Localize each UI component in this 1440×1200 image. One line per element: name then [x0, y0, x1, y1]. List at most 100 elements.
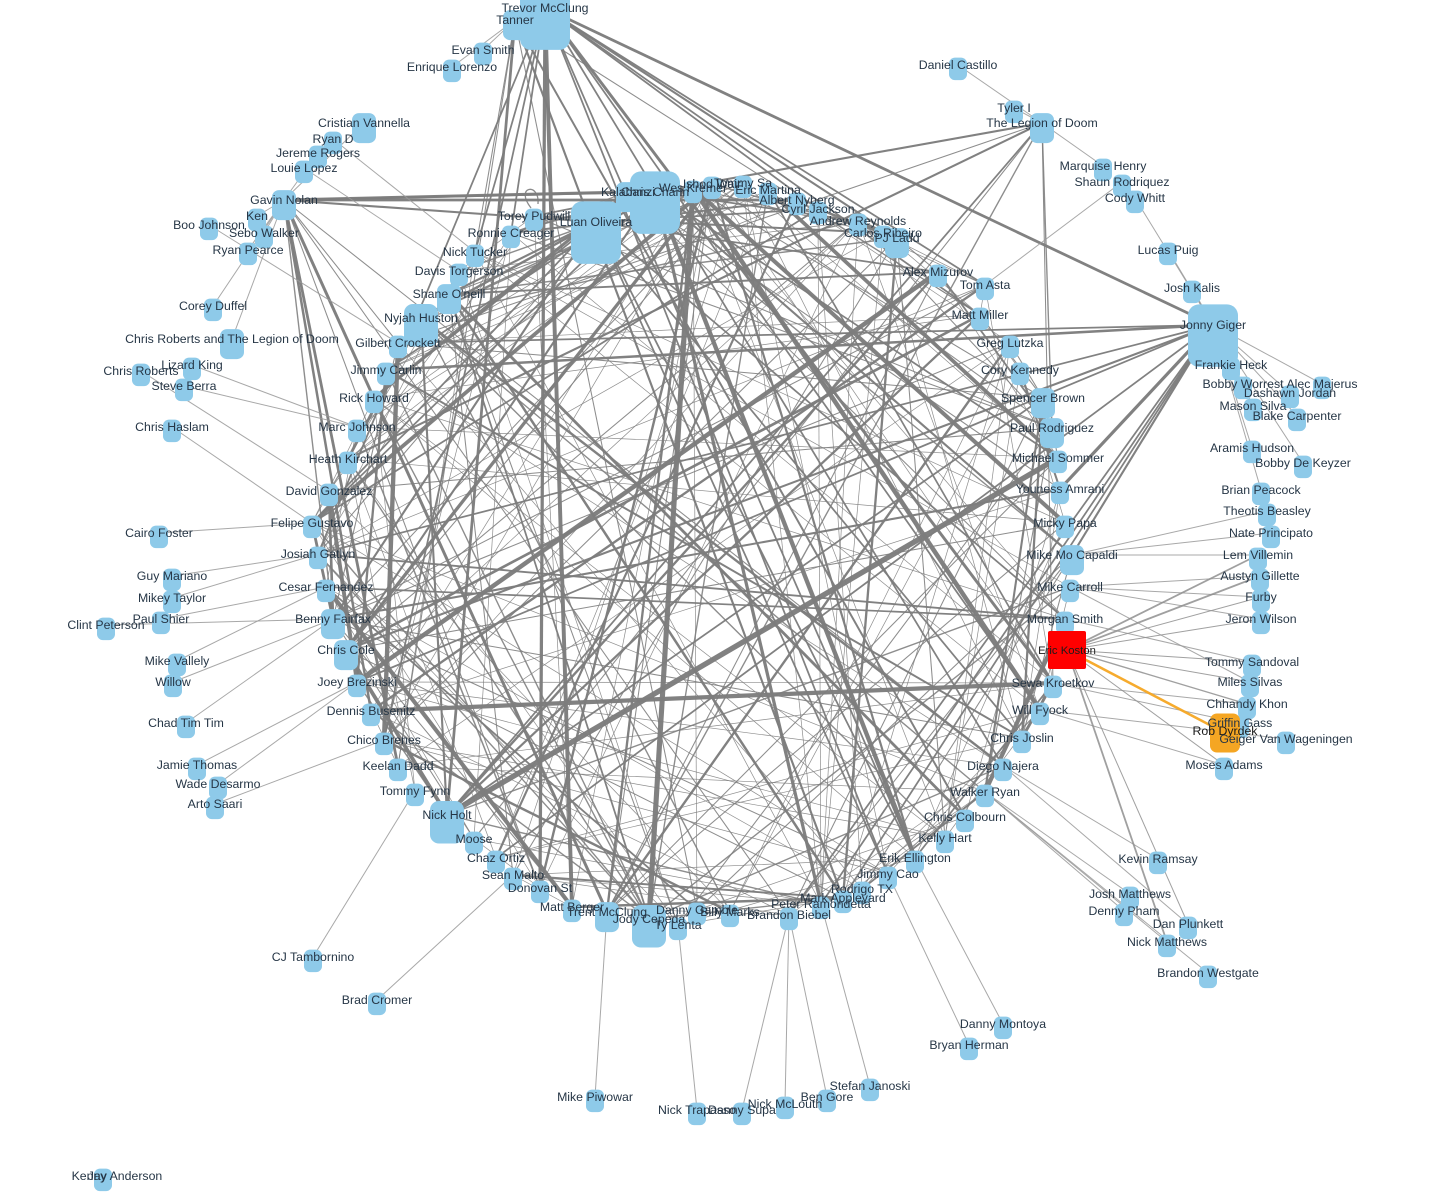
svg-text:Chaz Ortiz: Chaz Ortiz	[467, 851, 525, 865]
svg-text:Blake Carpenter: Blake Carpenter	[1253, 409, 1342, 423]
svg-text:Luan Oliveira: Luan Oliveira	[560, 215, 633, 229]
svg-text:Nick Tucker: Nick Tucker	[443, 245, 507, 259]
svg-text:Jeron Wilson: Jeron Wilson	[1225, 612, 1296, 626]
svg-text:Shane O'neill: Shane O'neill	[413, 287, 486, 301]
svg-text:David Gonzalez: David Gonzalez	[286, 484, 373, 498]
svg-text:Chris Colbourn: Chris Colbourn	[924, 810, 1006, 824]
svg-text:Clint Peterson: Clint Peterson	[67, 618, 144, 632]
svg-text:Moose: Moose	[456, 832, 493, 846]
svg-text:Matt Miller: Matt Miller	[952, 308, 1009, 322]
svg-text:Frankie Heck: Frankie Heck	[1195, 358, 1268, 372]
svg-text:Moses Adams: Moses Adams	[1185, 758, 1262, 772]
svg-text:Cory Kennedy: Cory Kennedy	[981, 363, 1060, 377]
svg-text:Dashawn Jordan: Dashawn Jordan	[1244, 386, 1336, 400]
svg-text:Griffin Gass: Griffin Gass	[1208, 716, 1273, 730]
svg-text:Furby: Furby	[1245, 590, 1277, 604]
svg-text:Joey Brezinski: Joey Brezinski	[317, 675, 396, 689]
svg-text:Will Fyock: Will Fyock	[1012, 703, 1069, 717]
svg-text:Ken: Ken	[246, 209, 268, 223]
svg-text:Corey Duffel: Corey Duffel	[179, 299, 247, 313]
svg-text:Brad Cromer: Brad Cromer	[342, 993, 412, 1007]
svg-text:Dennis Busenitz: Dennis Busenitz	[327, 704, 416, 718]
svg-text:Cristian Vannella: Cristian Vannella	[318, 116, 410, 130]
svg-text:Steve Berra: Steve Berra	[152, 379, 217, 393]
svg-text:Evan Smith: Evan Smith	[452, 43, 515, 57]
svg-text:Bryan Herman: Bryan Herman	[929, 1038, 1008, 1052]
svg-text:Ty Lenta: Ty Lenta	[654, 918, 701, 932]
svg-text:Eric Koston: Eric Koston	[1038, 645, 1096, 657]
svg-text:Aramis Hudson: Aramis Hudson	[1210, 441, 1294, 455]
svg-text:Denny Pham: Denny Pham	[1088, 904, 1159, 918]
svg-text:Keelan Dadd: Keelan Dadd	[362, 759, 433, 773]
svg-text:Chhandy Khon: Chhandy Khon	[1206, 697, 1288, 711]
svg-text:Bobby De Keyzer: Bobby De Keyzer	[1255, 456, 1351, 470]
svg-text:Sewa Kroetkov: Sewa Kroetkov	[1012, 676, 1096, 690]
svg-text:Michael Sommer: Michael Sommer	[1012, 451, 1104, 465]
svg-text:Tanner: Tanner	[496, 13, 534, 27]
svg-text:Ryan D: Ryan D	[312, 132, 353, 146]
svg-text:Mike Carroll: Mike Carroll	[1037, 580, 1103, 594]
svg-text:Ryan Pearce: Ryan Pearce	[212, 243, 283, 257]
svg-text:Chico Brenes: Chico Brenes	[347, 733, 421, 747]
svg-text:Micky Papa: Micky Papa	[1033, 516, 1097, 530]
svg-text:Chris Cole: Chris Cole	[317, 643, 375, 657]
svg-text:Marc Johnson: Marc Johnson	[318, 420, 395, 434]
svg-text:Josiah Gatlyn: Josiah Gatlyn	[281, 547, 356, 561]
svg-text:Louie Lopez: Louie Lopez	[270, 161, 337, 175]
svg-text:Tommy Sandoval: Tommy Sandoval	[1205, 655, 1299, 669]
svg-text:Tyler I: Tyler I	[997, 101, 1030, 115]
svg-text:Nyjah Huston: Nyjah Huston	[384, 311, 458, 325]
svg-text:Shaun Rodriquez: Shaun Rodriquez	[1074, 175, 1169, 189]
svg-text:Sean Malto: Sean Malto	[482, 868, 544, 882]
svg-text:Mike Vallely: Mike Vallely	[145, 654, 211, 668]
svg-text:Jamie Thomas: Jamie Thomas	[157, 758, 237, 772]
svg-text:CJ Tambornino: CJ Tambornino	[272, 950, 355, 964]
svg-text:Heath Kirchart: Heath Kirchart	[309, 452, 388, 466]
svg-text:Guy Mariano: Guy Mariano	[137, 569, 208, 583]
svg-text:Jimmy Carlin: Jimmy Carlin	[350, 363, 421, 377]
svg-text:Marquise Henry: Marquise Henry	[1060, 159, 1148, 173]
svg-text:Nick Trapasso: Nick Trapasso	[658, 1103, 736, 1117]
svg-text:Lem Villemin: Lem Villemin	[1223, 548, 1293, 562]
svg-text:Nick Holt: Nick Holt	[422, 808, 472, 822]
svg-text:Jay Anderson: Jay Anderson	[88, 1169, 163, 1183]
svg-text:Chad Tim Tim: Chad Tim Tim	[148, 716, 224, 730]
svg-text:Mikey Taylor: Mikey Taylor	[138, 591, 206, 605]
svg-text:Gavin Nolan: Gavin Nolan	[250, 193, 318, 207]
svg-text:Josh Matthews: Josh Matthews	[1089, 887, 1171, 901]
svg-text:Tommy Fynn: Tommy Fynn	[380, 784, 451, 798]
svg-text:Jonny Giger: Jonny Giger	[1180, 318, 1246, 332]
svg-text:Lucas Puig: Lucas Puig	[1138, 243, 1199, 257]
svg-text:Rick Howard: Rick Howard	[339, 391, 409, 405]
svg-text:Benny Fairfax: Benny Fairfax	[295, 612, 372, 626]
svg-text:Alex Mizurov: Alex Mizurov	[903, 265, 974, 279]
svg-text:Kevin Ramsay: Kevin Ramsay	[1118, 852, 1198, 866]
svg-text:Cesar Fernandez: Cesar Fernandez	[278, 580, 373, 594]
svg-text:Gilbert Crockett: Gilbert Crockett	[355, 336, 441, 350]
svg-text:Felipe Gustavo: Felipe Gustavo	[271, 516, 354, 530]
svg-text:Austyn Gillette: Austyn Gillette	[1220, 569, 1299, 583]
svg-text:Davis Torgerson: Davis Torgerson	[415, 264, 504, 278]
svg-text:Miles Silvas: Miles Silvas	[1218, 675, 1283, 689]
svg-text:Geiger Van Wageningen: Geiger Van Wageningen	[1219, 732, 1352, 746]
svg-text:Diego Najera: Diego Najera	[967, 759, 1039, 773]
svg-text:Morgan Smith: Morgan Smith	[1027, 612, 1104, 626]
svg-text:Danny Gamble: Danny Gamble	[656, 903, 738, 917]
svg-text:Kalabanzi: Kalabanzi	[601, 185, 655, 199]
svg-text:Nick Matthews: Nick Matthews	[1127, 935, 1207, 949]
svg-text:Jereme Rogers: Jereme Rogers	[276, 146, 360, 160]
svg-text:Youness Amrani: Youness Amrani	[1016, 482, 1104, 496]
svg-text:Arto Saari: Arto Saari	[188, 797, 243, 811]
svg-text:Lizard King: Lizard King	[161, 358, 223, 372]
svg-text:Erik Ellington: Erik Ellington	[879, 851, 951, 865]
svg-text:Mike Piwowar: Mike Piwowar	[557, 1090, 633, 1104]
svg-text:Kelly Hart: Kelly Hart	[918, 831, 972, 845]
svg-text:Boo Johnson: Boo Johnson	[173, 218, 245, 232]
svg-text:Nate Principato: Nate Principato	[1229, 526, 1313, 540]
svg-text:Wade Desarmo: Wade Desarmo	[176, 777, 261, 791]
svg-text:Matt Berger: Matt Berger	[540, 900, 604, 914]
svg-text:Brandon Westgate: Brandon Westgate	[1157, 966, 1259, 980]
svg-text:Daniel Castillo: Daniel Castillo	[919, 58, 998, 72]
svg-text:Cody Whitt: Cody Whitt	[1105, 191, 1166, 205]
svg-text:Chris Joslin: Chris Joslin	[990, 731, 1054, 745]
